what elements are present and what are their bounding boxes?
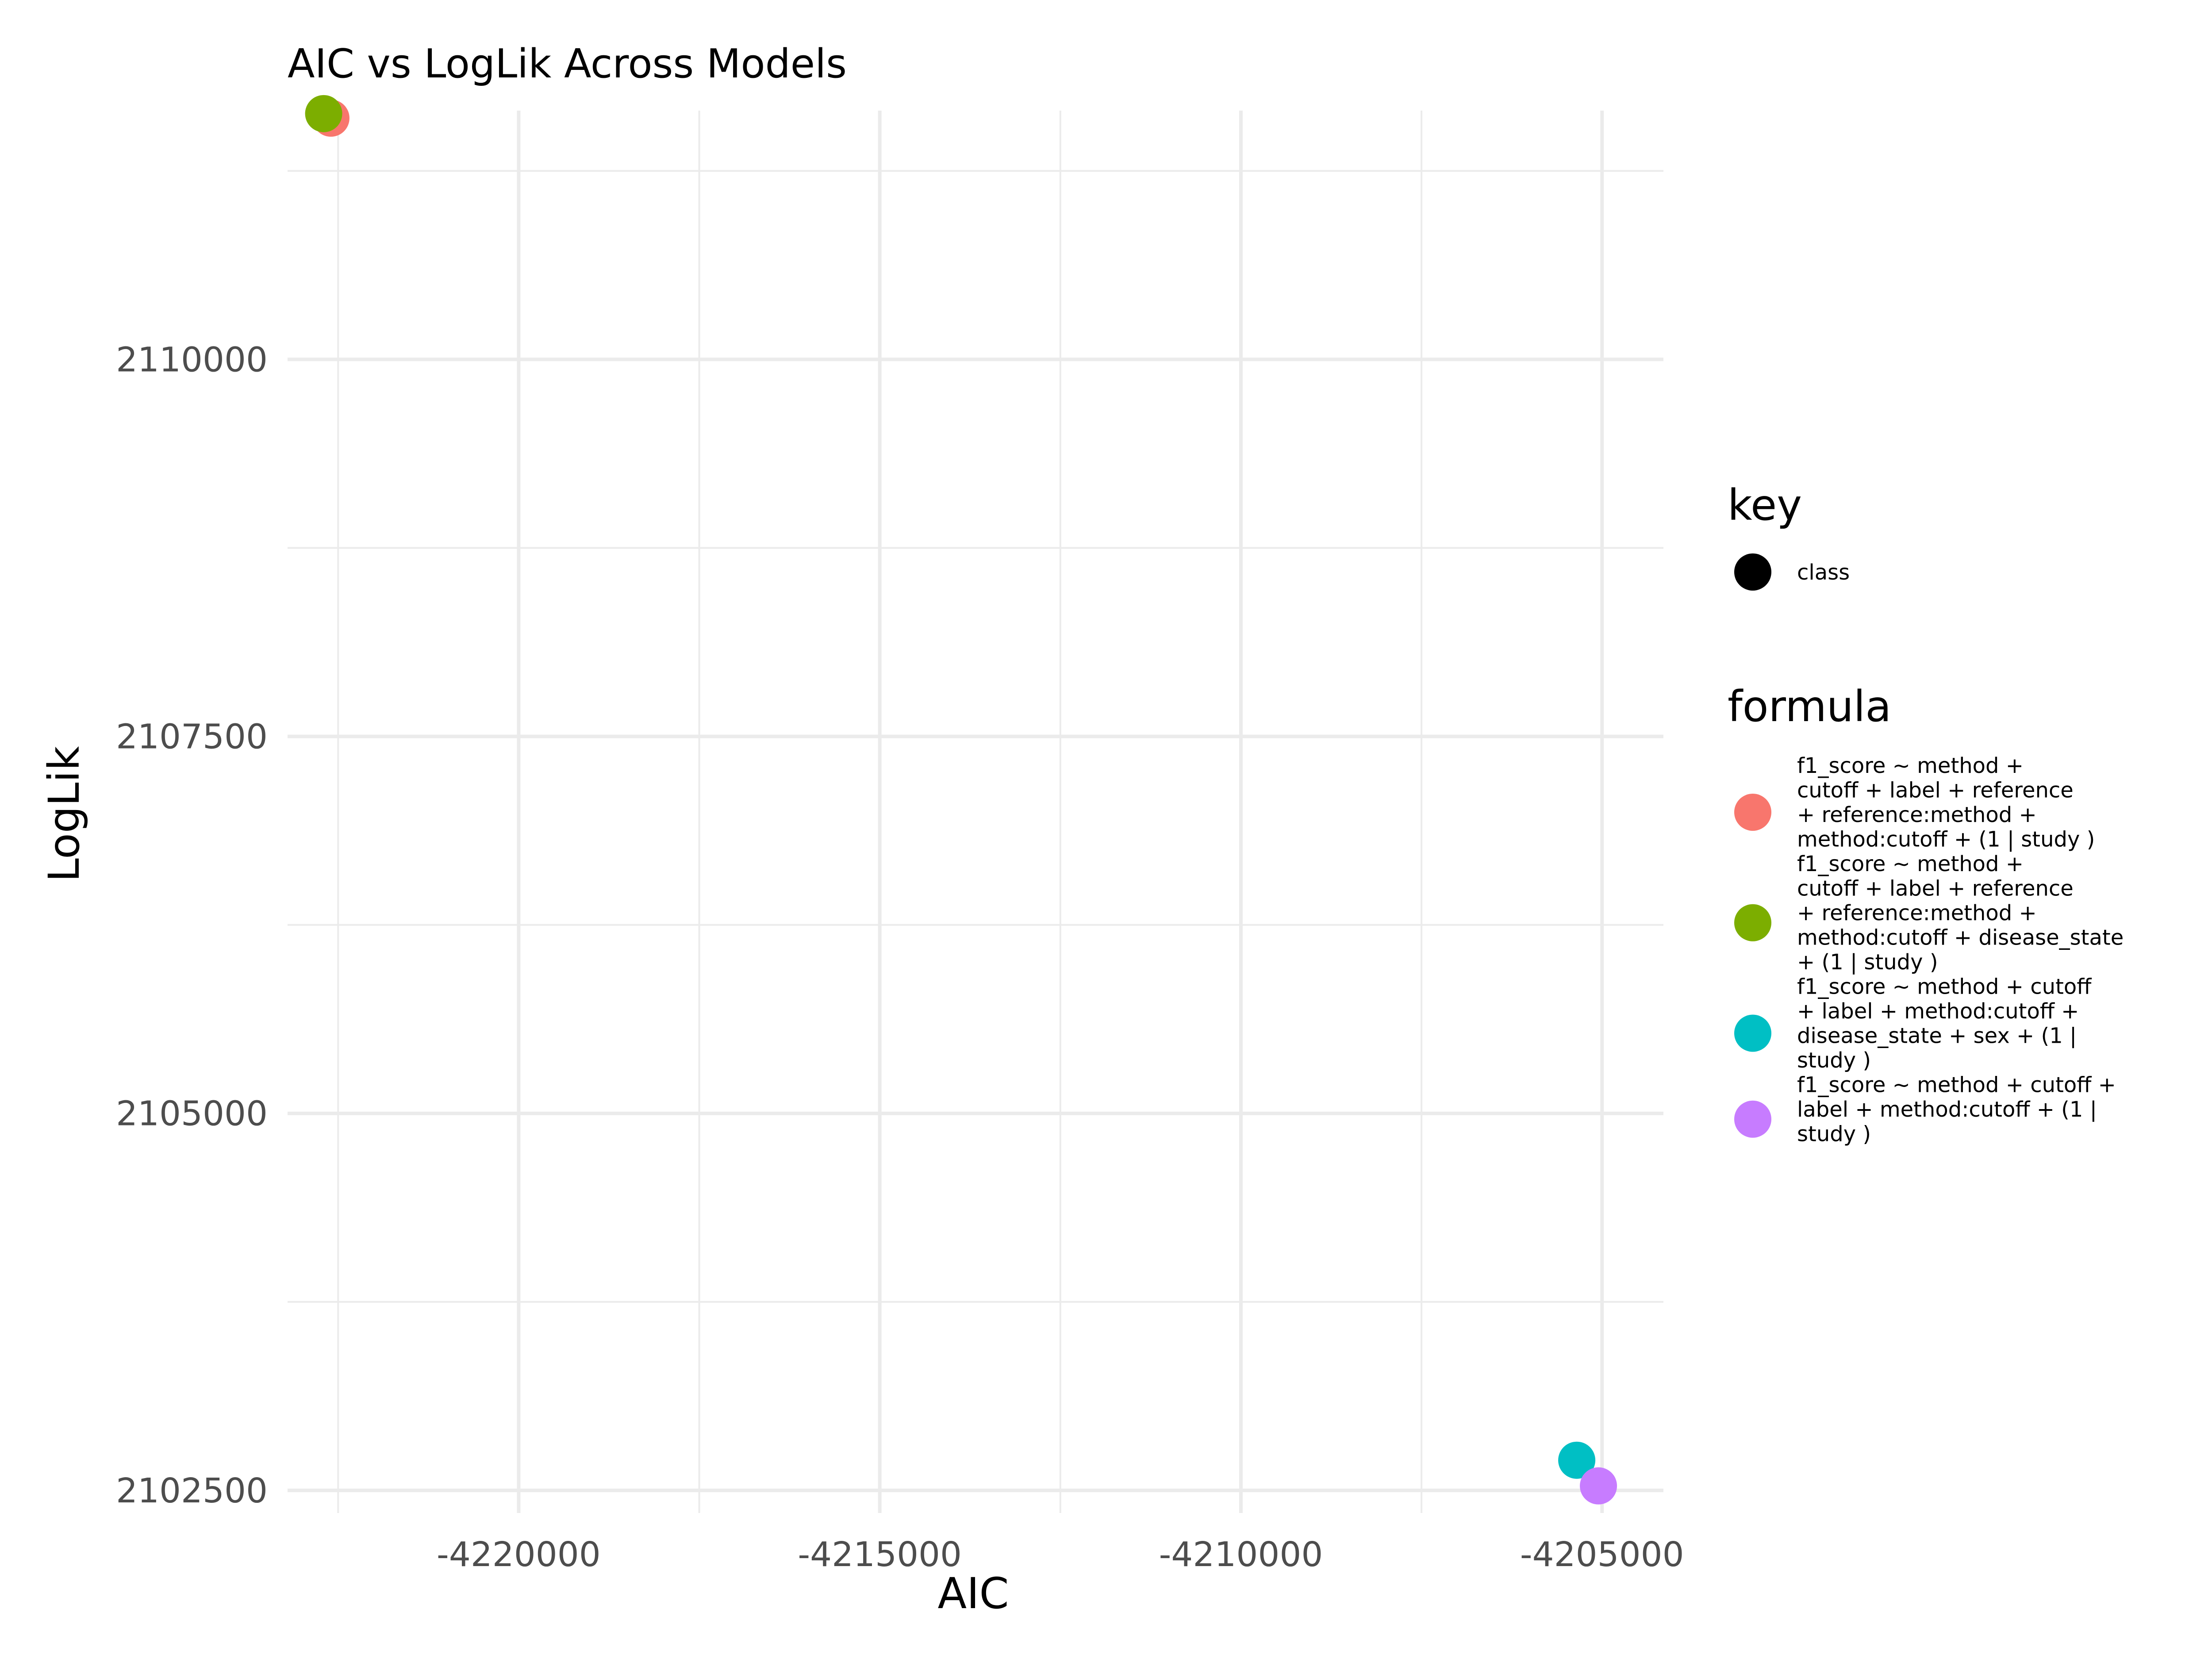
legend-formula-label-4: f1_score ~ method + cutoff + (1797, 1073, 2116, 1098)
y-tick-label: 2102500 (116, 1471, 268, 1511)
legend-formula-label-2: cutoff + label + reference (1797, 876, 2074, 901)
data-points (305, 95, 1617, 1505)
x-tick-labels: -4220000 -4215000 -4210000 -4205000 (437, 1535, 1684, 1575)
legend-key-title: key (1728, 480, 1802, 530)
legend-formula-label-3: f1_score ~ method + cutoff (1797, 975, 2092, 999)
legend-formula-swatch-2 (1734, 904, 1771, 941)
legend-formula-title: formula (1728, 682, 1891, 731)
legend-formula-swatch-4 (1734, 1100, 1771, 1138)
legend-formula-label-1: method:cutoff + (1 | study ) (1797, 827, 2095, 852)
legend-formula-label-1: + reference:method + (1797, 803, 2037, 827)
legend-formula: formula f1_score ~ method +cutoff + labe… (1728, 682, 2124, 1147)
legend-formula-swatch-1 (1734, 794, 1771, 831)
legend-formula-label-2: + (1 | study ) (1797, 950, 1938, 975)
x-tick-label: -4205000 (1520, 1535, 1684, 1575)
data-point-series-2 (305, 95, 342, 132)
legend-formula-label-2: method:cutoff + disease_state (1797, 926, 2124, 950)
x-axis-title: AIC (937, 1569, 1009, 1618)
x-tick-label: -4215000 (798, 1535, 962, 1575)
legend-formula-label-2: f1_score ~ method + (1797, 852, 2024, 876)
y-tick-label: 2105000 (116, 1094, 268, 1134)
legend-key-swatch (1734, 553, 1771, 591)
x-tick-label: -4220000 (437, 1535, 601, 1575)
legend-formula-label-3: study ) (1797, 1048, 1871, 1073)
legend-formula-label-2: + reference:method + (1797, 901, 2037, 926)
legend-formula-label-3: disease_state + sex + (1 | (1797, 1024, 2077, 1048)
data-point-series-3 (1558, 1441, 1596, 1479)
y-tick-label: 2107500 (116, 718, 268, 757)
legend-key: key class (1728, 480, 1850, 591)
y-axis-title: LogLik (39, 746, 89, 882)
legend-formula-label-3: + label + method:cutoff + (1797, 999, 2079, 1024)
data-point-series-4 (1580, 1467, 1617, 1505)
legend-formula-swatch-3 (1734, 1014, 1771, 1052)
legend-formula-label-4: study ) (1797, 1122, 1871, 1147)
x-tick-label: -4210000 (1159, 1535, 1323, 1575)
legend-formula-label-4: label + method:cutoff + (1 | (1797, 1097, 2097, 1122)
y-tick-labels: 2102500 2105000 2107500 2110000 (116, 340, 268, 1510)
legend-key-label: class (1797, 560, 1850, 585)
legend-formula-label-1: f1_score ~ method + (1797, 753, 2024, 778)
legend-formula-label-1: cutoff + label + reference (1797, 778, 2074, 803)
grid (288, 111, 1663, 1513)
y-tick-label: 2110000 (116, 340, 268, 380)
chart-title: AIC vs LogLik Across Models (288, 41, 847, 87)
